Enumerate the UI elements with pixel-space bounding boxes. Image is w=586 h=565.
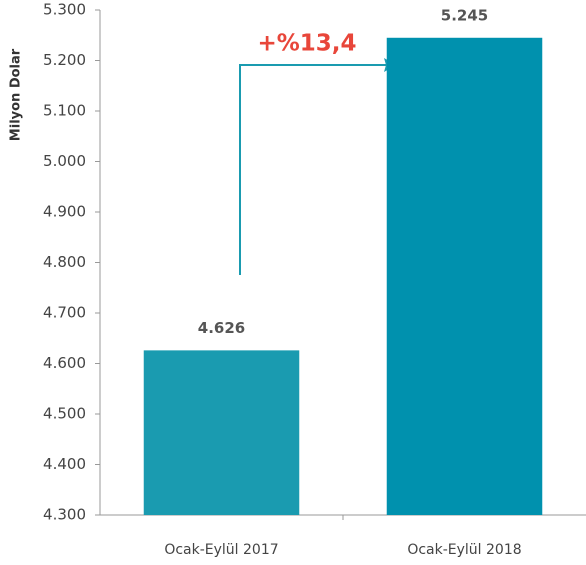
y-tick-label: 4.700 <box>43 304 86 322</box>
value-label: 5.245 <box>441 6 488 24</box>
value-label: 4.626 <box>198 319 245 337</box>
x-tick-label: Ocak-Eylül 2017 <box>164 542 278 558</box>
y-tick-label: 4.300 <box>43 506 86 524</box>
y-tick-label: 4.800 <box>43 253 86 271</box>
y-tick-label: 5.300 <box>43 1 86 19</box>
y-tick-label: 4.500 <box>43 405 86 423</box>
y-tick-label: 4.400 <box>43 455 86 473</box>
y-axis-label: Milyon Dolar <box>9 48 24 141</box>
y-tick-label: 5.000 <box>43 152 86 170</box>
y-tick-label: 5.100 <box>43 102 86 120</box>
y-tick-label: 4.600 <box>43 354 86 372</box>
y-tick-label: 4.900 <box>43 203 86 221</box>
arrow <box>239 64 388 275</box>
x-tick-label: Ocak-Eylül 2018 <box>407 542 521 558</box>
annotation: +%13,4 <box>257 31 356 57</box>
bar <box>386 37 543 516</box>
y-tick-label: 5.200 <box>43 51 86 69</box>
bar <box>143 350 300 515</box>
